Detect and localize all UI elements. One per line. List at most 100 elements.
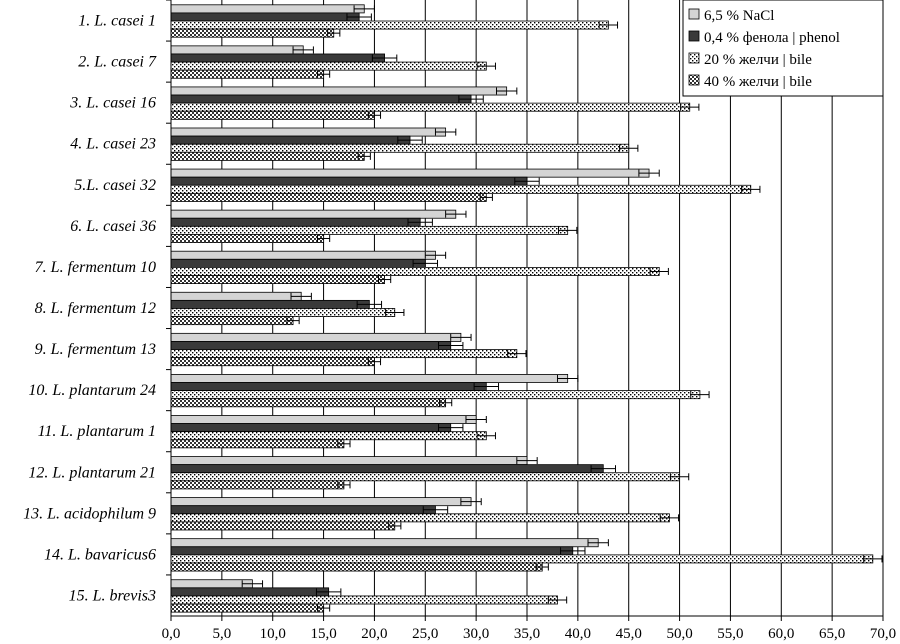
bar — [170, 538, 599, 548]
bar — [170, 184, 752, 194]
bar — [170, 209, 457, 219]
bar — [170, 168, 650, 178]
legend-swatch — [688, 74, 700, 86]
legend: 6,5 % NaCl 0,4 % фенола | phenol 20 % желч… — [682, 0, 884, 97]
bar — [170, 94, 472, 104]
bar — [170, 431, 487, 441]
bar — [170, 398, 447, 408]
bar — [170, 258, 426, 268]
x-tick-label: 60,0 — [768, 626, 794, 642]
bar — [170, 53, 386, 63]
bar — [170, 217, 421, 227]
grid-lines — [221, 0, 884, 616]
x-tick-label: 35,0 — [514, 626, 540, 642]
bar — [170, 28, 335, 38]
bar — [170, 61, 487, 71]
category-label: 3. L. casei 16 — [69, 95, 156, 112]
category-label: 10. L. plantarum 24 — [28, 382, 156, 399]
bar — [170, 513, 670, 523]
legend-label: 20 % желчи | bile — [704, 52, 812, 68]
x-tick-label: 65,0 — [819, 626, 845, 642]
bar — [170, 127, 447, 137]
legend-box — [682, 0, 884, 97]
x-tick-label: 5,0 — [212, 626, 231, 642]
category-label: 5.L. casei 32 — [74, 177, 156, 194]
x-tick-label: 45,0 — [616, 626, 642, 642]
bar — [170, 192, 487, 202]
legend-swatch — [688, 52, 700, 64]
bar — [170, 86, 508, 96]
bar — [170, 595, 558, 605]
bar — [170, 480, 345, 490]
bar — [170, 45, 304, 55]
category-label: 8. L. fermentum 12 — [35, 300, 156, 317]
bar — [170, 4, 365, 14]
axes — [166, 0, 884, 621]
x-tick-labels: 0,0 5,0 10,0 15,0 20,0 25,0 30,0 35,0 40,0 45,0 50… — [162, 626, 897, 642]
category-label: 6. L. casei 36 — [70, 218, 156, 235]
x-tick-label: 40,0 — [565, 626, 591, 642]
bar — [170, 562, 543, 572]
x-tick-label: 30,0 — [463, 626, 489, 642]
bar — [170, 69, 324, 79]
bar — [170, 390, 701, 400]
bar — [170, 266, 660, 276]
bar — [170, 102, 691, 112]
category-label: 12. L. plantarum 21 — [28, 464, 156, 481]
x-tick-label: 50,0 — [666, 626, 692, 642]
category-label: 15. L. brevis3 — [69, 587, 156, 604]
bar — [170, 225, 569, 235]
bar — [170, 176, 528, 186]
bar — [170, 110, 375, 120]
bar — [170, 382, 487, 392]
category-label: 1. L. casei 1 — [78, 13, 156, 30]
bar — [170, 546, 574, 556]
bar — [170, 497, 472, 507]
bar — [170, 151, 365, 161]
category-labels: 1. L. casei 1 2. L. casei 7 3. L. casei 16… — [23, 13, 157, 605]
bar — [170, 12, 360, 22]
bar — [170, 135, 411, 145]
legend-swatch — [688, 30, 700, 42]
x-tick-label: 10,0 — [260, 626, 286, 642]
bar — [170, 423, 452, 433]
bar — [170, 20, 609, 30]
category-label: 11. L. plantarum 1 — [38, 423, 156, 440]
bar — [170, 332, 462, 342]
bar — [170, 439, 345, 449]
bar — [170, 234, 324, 243]
bar — [170, 341, 452, 350]
bar — [170, 349, 518, 359]
bar — [170, 554, 874, 564]
bar — [170, 587, 330, 597]
legend-swatch — [688, 8, 700, 20]
bar — [170, 250, 436, 260]
bar — [170, 308, 396, 317]
bar — [170, 456, 528, 466]
bar — [170, 603, 324, 613]
x-tick-label: 55,0 — [717, 626, 743, 642]
x-tick-label: 70,0 — [870, 626, 896, 642]
bar — [170, 291, 302, 301]
bar — [170, 415, 477, 424]
category-label: 9. L. fermentum 13 — [35, 341, 156, 358]
bar — [170, 316, 294, 326]
category-label: 14. L. bavaricus6 — [44, 546, 156, 563]
x-tick-label: 0,0 — [162, 626, 181, 642]
bar — [170, 521, 396, 531]
bar — [170, 472, 680, 482]
bar — [170, 143, 630, 153]
x-tick-label: 20,0 — [361, 626, 387, 642]
x-tick-label: 15,0 — [310, 626, 336, 642]
legend-label: 6,5 % NaCl — [704, 8, 774, 24]
category-label: 2. L. casei 7 — [78, 54, 157, 71]
bar — [170, 579, 253, 589]
bar — [170, 299, 370, 309]
category-label: 4. L. casei 23 — [70, 136, 156, 153]
legend-label: 40 % желчи | bile — [704, 74, 812, 90]
bar — [170, 464, 604, 474]
bar — [170, 505, 436, 515]
bar — [170, 373, 569, 383]
category-label: 13. L. acidophilum 9 — [23, 505, 156, 522]
